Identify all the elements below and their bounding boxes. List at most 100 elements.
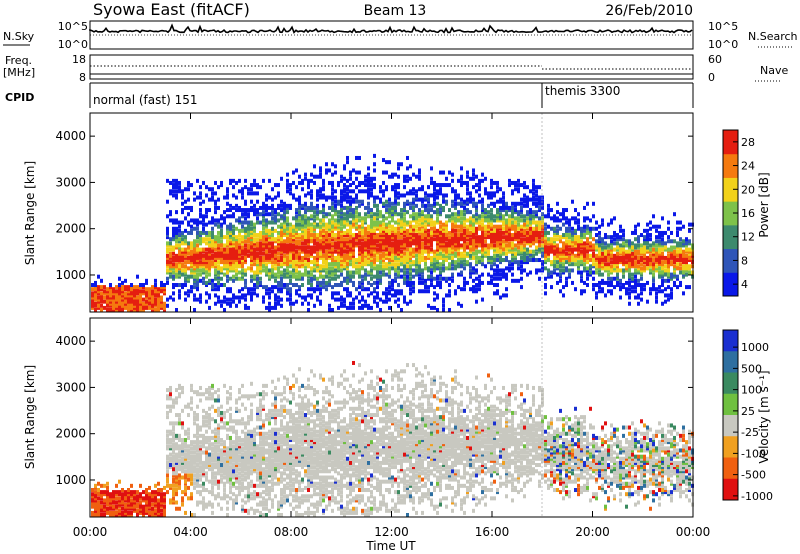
power-cell [562,208,565,213]
power-cell [160,295,163,300]
power-cell [511,251,514,256]
power-cell [142,303,145,308]
power-cell [403,251,406,256]
power-cell [556,247,559,252]
power-cell [220,249,223,254]
power-cell [493,235,496,240]
power-cell [304,193,307,198]
power-cell [241,214,244,219]
power-cell [424,241,427,246]
power-cell [568,228,571,233]
power-cell [430,276,433,281]
power-cell [403,201,406,206]
power-cell [418,208,421,213]
power-cell [508,205,511,210]
power-cell [265,249,268,254]
power-cell [238,253,241,258]
power-cell [262,247,265,252]
power-cell [343,212,346,217]
power-cell [256,216,259,221]
power-cell [562,251,565,256]
power-cell [667,264,670,269]
power-cell [196,262,199,267]
power-cell [418,243,421,248]
power-cell [121,287,124,292]
power-cell [568,241,571,246]
power-cell [232,266,235,271]
power-cell [280,239,283,244]
power-cell [619,287,622,292]
power-cell [304,233,307,238]
power-cell [403,264,406,269]
power-cell [319,195,322,200]
power-cell [289,183,292,188]
power-cell [418,176,421,181]
power-cell [586,247,589,252]
power-cell [595,264,598,269]
power-cell [406,239,409,244]
power-cell [643,283,646,288]
power-cell [256,285,259,290]
power-cell [343,224,346,229]
power-cell [295,216,298,221]
power-cell [271,266,274,271]
power-cell [325,260,328,265]
power-cell [535,226,538,231]
power-cell [346,278,349,283]
power-cell [268,178,271,183]
power-cell [247,214,250,219]
power-cell [649,226,652,231]
power-cell [673,255,676,260]
power-cell [340,241,343,246]
power-cell [193,255,196,260]
power-cell [208,230,211,235]
power-cell [343,297,346,302]
power-cell [325,168,328,173]
power-cell [508,222,511,227]
power-cell [382,253,385,258]
power-cell [418,249,421,254]
power-cell [553,237,556,242]
power-cell [409,243,412,248]
power-cell [172,283,175,288]
power-cell [358,155,361,160]
power-cell [292,260,295,265]
power-cell [544,222,547,227]
power-cell [229,247,232,252]
power-cell [151,308,154,312]
power-cell [124,278,127,283]
power-cell [430,239,433,244]
power-cell [667,274,670,279]
power-cell [316,276,319,281]
power-cell [442,195,445,200]
power-cell [229,253,232,258]
power-cell [199,247,202,252]
power-cell [346,287,349,292]
power-cell [505,293,508,298]
power-cell [424,235,427,240]
power-cell [397,226,400,231]
power-cell [664,299,667,304]
power-cell [94,280,97,285]
power-cell [565,268,568,273]
power-cell [481,205,484,210]
power-cell [337,251,340,256]
power-cell [610,255,613,260]
power-cell [346,193,349,198]
power-cell [562,268,565,273]
power-cell [208,293,211,298]
power-cell [631,247,634,252]
power-cell [349,214,352,219]
power-cell [277,241,280,246]
power-cell [469,287,472,292]
power-cell [313,218,316,223]
power-cell [322,178,325,183]
power-cell [184,249,187,254]
power-cell [622,233,625,238]
power-cell [586,272,589,277]
power-cell [283,253,286,258]
power-cell [469,274,472,279]
power-cell [445,201,448,206]
power-cell [331,214,334,219]
power-cell [664,278,667,283]
